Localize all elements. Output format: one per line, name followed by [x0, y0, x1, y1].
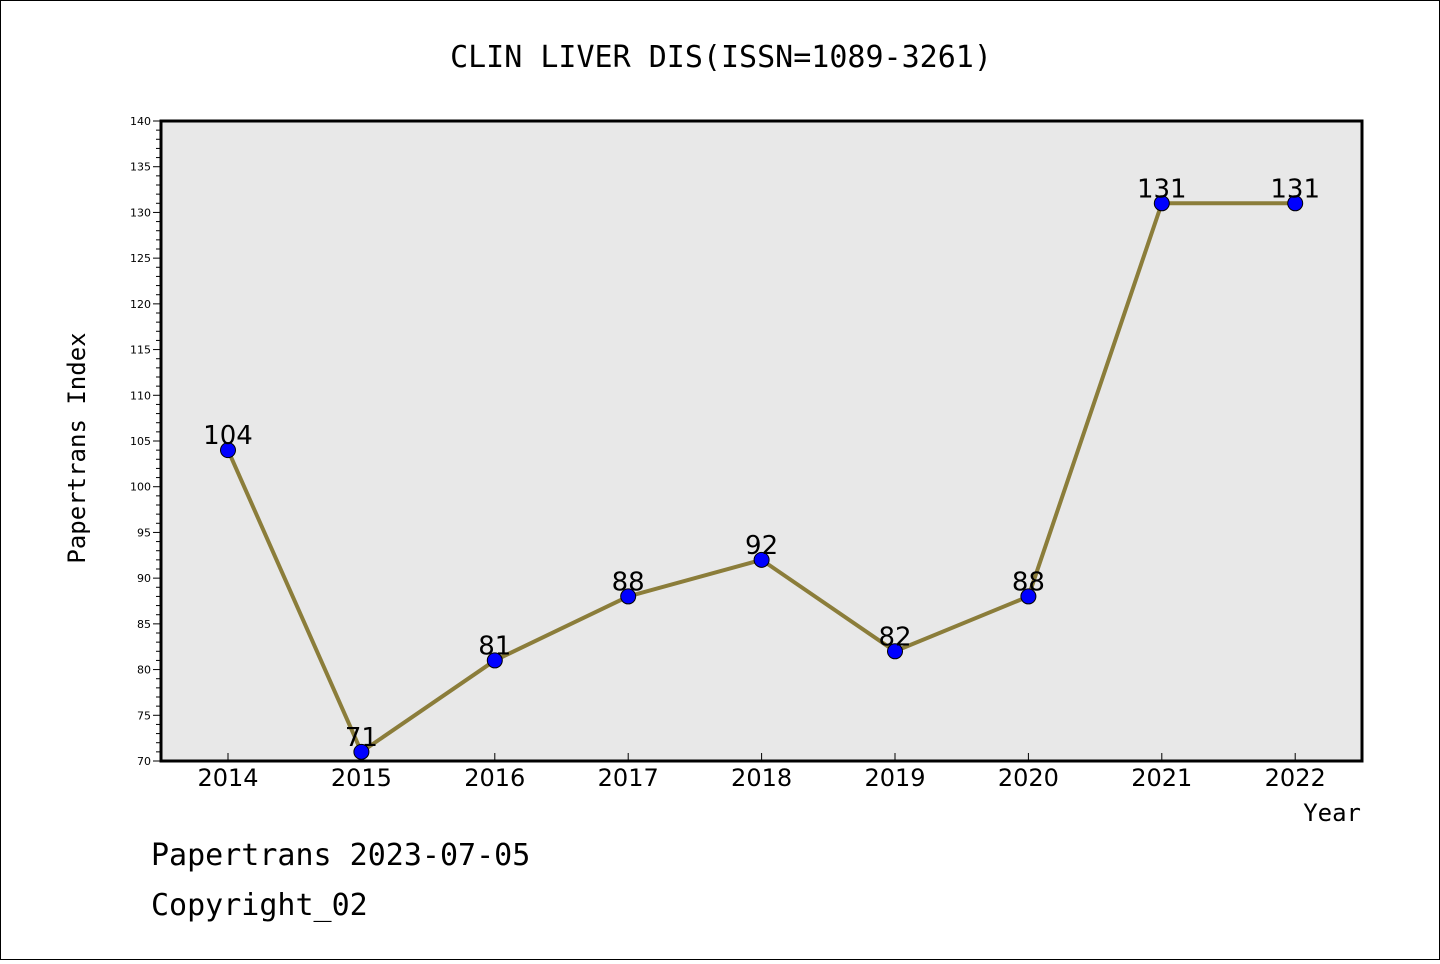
y-axis-label: Papertrans Index: [63, 332, 91, 563]
data-point: [753, 551, 770, 568]
y-tick-label: 90: [137, 572, 151, 585]
y-tick-label: 100: [130, 481, 151, 494]
y-tick-label: 105: [130, 435, 151, 448]
y-tick-label: 135: [130, 161, 151, 174]
y-tick-label: 120: [130, 298, 151, 311]
x-tick-label: 2016: [464, 764, 525, 792]
data-point: [486, 652, 503, 669]
chart-title: CLIN LIVER DIS(ISSN=1089-3261): [450, 40, 992, 75]
data-label: 82: [878, 622, 911, 652]
x-tick-label: 2015: [331, 764, 392, 792]
y-tick-label: 140: [130, 115, 151, 128]
data-label: 81: [478, 631, 511, 661]
x-tick-label: 2019: [864, 764, 925, 792]
x-tick-label: 2020: [998, 764, 1059, 792]
y-tick-label: 80: [137, 664, 151, 677]
data-label: 104: [203, 421, 253, 451]
footer-copyright: Copyright_02: [151, 888, 368, 923]
y-tick-label: 75: [137, 709, 151, 722]
data-label: 92: [745, 531, 778, 561]
y-tick-label: 130: [130, 206, 151, 219]
y-tick-label: 70: [137, 755, 151, 768]
data-point-markers: [220, 195, 1304, 760]
data-labels: 104 71 81 88 92 82 88 131 131: [203, 174, 1320, 753]
x-tick-label: 2018: [731, 764, 792, 792]
data-point: [1287, 195, 1304, 212]
data-label: 88: [612, 567, 645, 597]
x-axis-tick-labels: 2014 2015 2016 2017 2018 2019 2020 2021 2022: [197, 764, 1325, 792]
data-point: [220, 442, 236, 459]
x-tick-label: 2022: [1265, 764, 1326, 792]
x-tick-label: 2014: [197, 764, 258, 792]
data-point: [620, 588, 637, 605]
y-tick-label: 95: [137, 526, 151, 539]
y-tick-label: 125: [130, 252, 151, 265]
data-label: 131: [1137, 174, 1187, 204]
y-tick-label: 110: [130, 389, 151, 402]
data-label: 88: [1012, 567, 1045, 597]
data-point: [1153, 195, 1170, 212]
data-label: 71: [345, 723, 378, 753]
x-axis-label: Year: [1303, 799, 1361, 827]
y-axis-tick-labels: 70 75 80 85 90 95 100 105 110 115 120 125 130 135 140: [130, 115, 151, 768]
plot-border: [159, 119, 1364, 763]
data-point: [1020, 588, 1037, 605]
x-tick-label: 2017: [598, 764, 659, 792]
data-point: [353, 743, 370, 760]
plot-area: [161, 121, 1362, 761]
y-tick-label: 85: [137, 618, 151, 631]
footer-date: Papertrans 2023-07-05: [151, 838, 530, 873]
y-tick-label: 115: [130, 344, 151, 357]
data-label: 131: [1270, 174, 1320, 204]
data-point: [887, 643, 903, 660]
x-tick-label: 2021: [1131, 764, 1192, 792]
